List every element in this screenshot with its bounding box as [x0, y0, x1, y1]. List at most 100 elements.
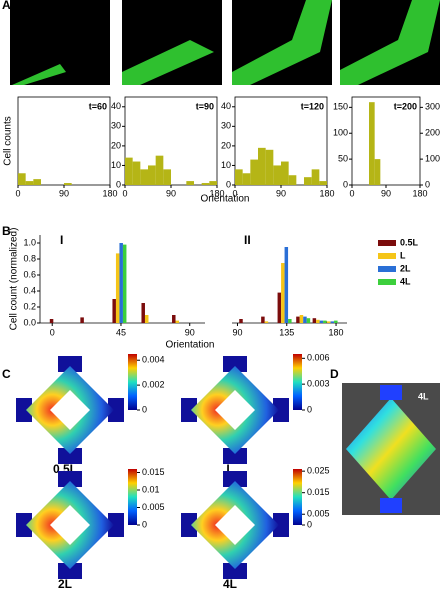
subplot-title: II	[244, 233, 251, 247]
bar	[311, 169, 320, 185]
bar	[299, 315, 304, 323]
x-tick-label: 135	[279, 327, 294, 337]
bar	[140, 169, 148, 185]
legend-label: 0.5L	[400, 237, 419, 247]
bar	[288, 319, 292, 323]
y-tick-label: 30	[111, 121, 121, 131]
annotation: t=200	[394, 101, 417, 111]
y-tick-label: 0.4	[23, 285, 36, 295]
y2-tick-label: 200	[425, 128, 440, 138]
heatmap-label: 2L	[58, 577, 72, 591]
bar	[235, 169, 243, 185]
bar	[319, 181, 327, 185]
colorbar	[293, 354, 302, 410]
y-tick-label: 0.6	[23, 269, 36, 279]
heatmap-arm	[273, 398, 289, 422]
y-tick-label: 0.8	[23, 253, 36, 263]
colorbar-tick-label: 0.015	[142, 467, 165, 477]
colorbar-tick-label: 0.015	[307, 487, 330, 497]
y-tick-label: 0.2	[23, 301, 36, 311]
panel-d-label: 4L	[418, 391, 429, 401]
heatmap-arm	[223, 471, 247, 487]
x-tick-label: 90	[381, 188, 391, 198]
heatmap-arm	[16, 513, 32, 537]
heatmap-arm	[16, 398, 32, 422]
x-tick-label: 180	[102, 188, 117, 198]
heatmap-arm	[223, 356, 247, 372]
legend-swatch	[378, 240, 396, 246]
y-tick-label: 0	[343, 179, 348, 189]
colorbar-tick-label: 0	[307, 519, 312, 529]
annotation: t=90	[196, 101, 214, 111]
bar	[264, 321, 269, 323]
x-tick-label: 90	[185, 327, 195, 337]
cell-strip	[340, 0, 440, 85]
colorbar-tick-label: 0.003	[307, 379, 330, 389]
x-tick-label: 0	[15, 188, 20, 198]
bar	[242, 173, 251, 185]
legend-swatch	[378, 279, 396, 285]
colorbar-tick-label: 0.005	[142, 502, 165, 512]
y-tick-label: 40	[221, 101, 231, 111]
bar	[115, 253, 120, 323]
bar	[33, 179, 41, 185]
subplot-title: I	[60, 233, 63, 247]
y2-tick-label: 0	[425, 179, 430, 189]
heatmap-arm	[108, 513, 124, 537]
simulation-snapshots	[10, 0, 440, 85]
y-tick-label: 20	[111, 140, 121, 150]
bar	[132, 161, 141, 185]
bar	[175, 320, 180, 323]
annotation: t=60	[89, 101, 107, 111]
colorbar	[128, 469, 137, 525]
bar	[80, 317, 84, 323]
bar	[261, 316, 265, 323]
x-tick-label: 0	[349, 188, 354, 198]
x-tick-label: 180	[412, 188, 427, 198]
bar	[327, 321, 331, 323]
y-tick-label: 0.0	[23, 317, 36, 327]
bar	[18, 173, 26, 185]
panel-d-field	[346, 398, 436, 500]
bar	[296, 316, 300, 323]
legend-label: 2L	[400, 263, 411, 273]
heatmap-arm	[223, 563, 247, 579]
y-tick-label: 20	[221, 140, 231, 150]
cell-strip	[232, 0, 332, 85]
bar	[306, 318, 311, 323]
colorbar-tick-label: 0.002	[142, 379, 165, 389]
bar	[284, 247, 289, 323]
colorbar-tick-label: 0.006	[307, 353, 330, 363]
colorbar	[293, 469, 302, 525]
x-tick-label: 0	[122, 188, 127, 198]
bar	[277, 292, 282, 323]
x-tick-label: 45	[116, 327, 126, 337]
y-axis-label: Cell count (normalized)	[9, 228, 20, 331]
bar	[273, 165, 281, 185]
legend-swatch	[378, 266, 396, 272]
colorbar-tick-label: 0.01	[142, 484, 160, 494]
x-tick-label: 90	[59, 188, 69, 198]
bar	[330, 321, 335, 323]
y-axis-label: Cell counts	[3, 116, 14, 165]
bar	[148, 165, 156, 185]
heatmap-arm	[58, 563, 82, 579]
bar	[172, 315, 176, 323]
bar	[155, 155, 164, 185]
panel-d-arm	[380, 385, 402, 400]
x-tick-label: 0	[232, 188, 237, 198]
legend-label: 4L	[400, 276, 411, 286]
bar	[319, 320, 324, 323]
heatmap-arm	[58, 356, 82, 372]
colorbar-tick-label: 0.004	[142, 355, 165, 365]
panel-label: A	[2, 0, 11, 12]
y-tick-label: 50	[338, 153, 348, 163]
heatmap-label: L	[226, 462, 233, 476]
heatmap-hole	[215, 390, 255, 430]
y-tick-label: 100	[333, 128, 348, 138]
x-axis-label: Orientation	[201, 194, 250, 205]
y-tick-label: 0	[226, 179, 231, 189]
heatmap-arm	[273, 513, 289, 537]
bar	[281, 263, 285, 323]
colorbar	[128, 354, 137, 410]
